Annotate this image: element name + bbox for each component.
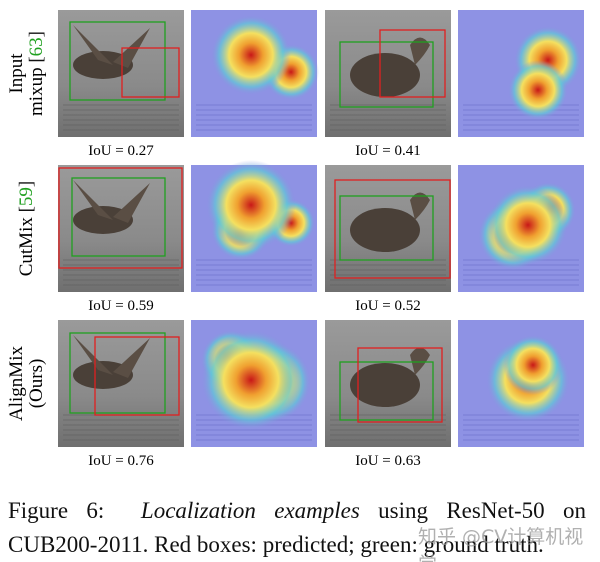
- photo-image: [58, 165, 184, 292]
- row-label-text: CutMix: [16, 217, 37, 277]
- row-label-text: mixup: [26, 67, 47, 116]
- ground-truth-box: [339, 361, 434, 421]
- caption-emphasis: Localization examples: [140, 498, 360, 523]
- bird: [350, 208, 420, 252]
- figure-grid: IoU = 0.27 IoU = 0.41 Input mixup [63] IoU =…: [6, 10, 584, 469]
- bird-wing: [73, 25, 150, 68]
- iou-label: IoU = 0.52: [355, 298, 421, 314]
- iou-label: IoU = 0.41: [355, 143, 421, 159]
- row-ref: ]: [16, 181, 37, 187]
- photo-image: [58, 320, 184, 447]
- predicted-box: [121, 47, 180, 98]
- heatmap-image: [191, 320, 317, 447]
- ground-truth-box: [71, 177, 166, 257]
- caption-label: Figure 6:: [8, 498, 105, 523]
- caption: Figure 6: Localization examples using Re…: [8, 494, 586, 562]
- row-ref: 63: [26, 37, 47, 56]
- row-label: AlignMix: [6, 346, 27, 421]
- photo-image: [325, 320, 451, 447]
- row-ref: 59: [16, 187, 37, 206]
- heat-spot: [503, 335, 563, 395]
- ground-truth-box: [339, 195, 434, 261]
- ground-truth-box: [69, 332, 166, 414]
- iou-label: IoU = 0.27: [88, 143, 154, 159]
- watermark: 知乎 @CV计算机视觉: [418, 526, 584, 562]
- bird-wing: [73, 180, 150, 223]
- predicted-box: [94, 336, 180, 416]
- predicted-box: [58, 167, 183, 269]
- iou-label: IoU = 0.63: [355, 453, 421, 469]
- heat-spot: [201, 330, 301, 430]
- bird-wing: [410, 347, 430, 375]
- predicted-box: [379, 29, 446, 98]
- row-label: mixup [63]: [26, 31, 47, 116]
- row-ref: ]: [26, 31, 47, 37]
- heatmap-image: [458, 10, 584, 137]
- heat-spot: [508, 60, 568, 120]
- predicted-box: [357, 347, 443, 423]
- heat-spot: [488, 185, 568, 265]
- row-label: Input: [6, 53, 27, 94]
- row-label: (Ours): [26, 359, 47, 409]
- row-label-text: AlignMix: [6, 346, 27, 421]
- row-ref: [: [16, 206, 37, 212]
- photo-image: [58, 10, 184, 137]
- ground-truth-box: [339, 41, 434, 108]
- iou-label: IoU = 0.76: [88, 453, 154, 469]
- heatmap-image: [191, 160, 317, 292]
- bird: [350, 53, 420, 97]
- photo-image: [325, 165, 451, 292]
- heat-spot: [211, 15, 291, 95]
- heatmap-image: [458, 320, 584, 447]
- heatmap-image: [191, 10, 319, 137]
- photo-image: [325, 10, 451, 137]
- heatmap-image: [458, 165, 584, 292]
- ground-truth-box: [69, 21, 166, 101]
- bird: [350, 363, 420, 407]
- row-label-text: (Ours): [26, 359, 47, 409]
- predicted-box: [334, 179, 451, 279]
- row-ref: [: [26, 56, 47, 62]
- bird-wing: [73, 335, 150, 378]
- bird-wing: [410, 37, 430, 65]
- bird-wing: [410, 192, 430, 220]
- heat-spot: [206, 160, 296, 250]
- row-label: CutMix [59]: [16, 181, 37, 277]
- iou-label: IoU = 0.59: [88, 298, 154, 314]
- caption-text: using ResNet-50 on CUB200-2011. Red boxe…: [8, 498, 587, 557]
- row-label-text: Input: [6, 53, 27, 94]
